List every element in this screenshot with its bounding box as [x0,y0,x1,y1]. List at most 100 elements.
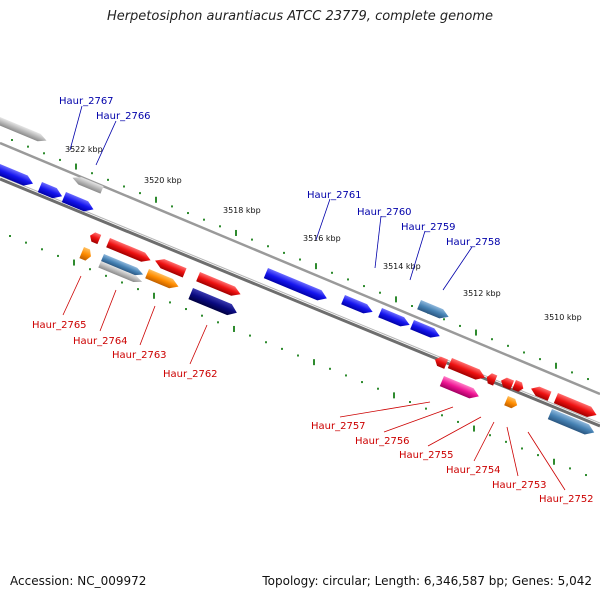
scale-label: 3516 kbp [303,234,341,243]
gene-label[interactable]: Haur_2759 [401,222,456,233]
gene-label[interactable]: Haur_2764 [73,336,128,347]
gene-arrow[interactable] [504,396,519,410]
gene-label[interactable]: Haur_2756 [355,436,410,447]
minor-tick [27,145,29,148]
minor-tick [25,241,27,244]
gene-arrow[interactable] [145,269,180,291]
minor-tick [441,414,443,417]
leader-line [139,305,156,346]
gene-label[interactable]: Haur_2763 [112,350,167,361]
gene-label[interactable]: Haur_2766 [96,111,151,122]
gene-label[interactable]: Haur_2753 [492,480,547,491]
minor-tick [507,344,509,347]
backbone-line [0,177,600,428]
gene-label[interactable]: Haur_2755 [399,450,454,461]
gene-arrow[interactable] [88,231,102,245]
leader-line [427,416,482,447]
gene-arrow[interactable] [106,238,152,265]
gene-label[interactable]: Haur_2761 [307,190,362,201]
minor-tick [585,474,587,477]
gene-arrow[interactable] [512,380,525,393]
minor-tick [267,245,269,248]
gene-label[interactable]: Haur_2752 [539,494,594,505]
leader-line [442,246,473,291]
gene-arrow[interactable] [485,372,498,386]
map-title: Herpetosiphon aurantiacus ATCC 23779, co… [106,9,494,24]
gene-arrow[interactable] [61,192,96,214]
minor-tick [9,235,11,237]
gene-arrow[interactable] [433,355,449,369]
gene-arrow[interactable] [98,261,143,285]
minor-tick [105,274,107,277]
gene-arrow[interactable] [499,376,515,390]
minor-tick [379,291,381,294]
gene-arrow-shape [100,254,144,276]
minor-tick [59,158,61,161]
gene-arrow-shape [378,308,410,327]
leader-line [374,215,382,269]
top-gene-labels: Haur_2767 Haur_2766 Haur_2761 Haur_2760 … [59,96,501,248]
gene-arrow[interactable] [410,320,442,341]
leader-line [99,289,117,332]
minor-tick [187,212,189,215]
scale-label: 3522 kbp [65,145,103,154]
minor-tick [347,278,349,281]
gene-arrow[interactable] [553,393,599,420]
minor-tick [43,152,45,155]
gene-arrow-shape [553,393,597,417]
minor-tick [523,351,525,354]
gene-label[interactable]: Haur_2754 [446,465,501,476]
minor-tick [409,401,411,403]
gene-arrow[interactable] [0,117,48,144]
minor-tick [569,467,571,470]
gene-arrow-shape [531,386,552,401]
gene-arrow[interactable] [196,272,242,299]
minor-tick [299,258,301,261]
major-tick [233,325,235,332]
gene-arrow-shape [410,320,440,338]
gene-arrow[interactable] [341,295,374,317]
gene-arrow[interactable] [378,308,411,330]
minor-tick [139,192,141,195]
leader-line [409,230,426,281]
gene-arrow[interactable] [447,358,487,383]
minor-tick [107,178,109,181]
gene-arrow[interactable] [71,174,104,194]
minor-tick [41,248,43,251]
gene-arrow[interactable] [439,376,481,401]
gene-label[interactable]: Haur_2757 [311,421,366,432]
gene-arrow[interactable] [547,409,597,438]
gene-arrow[interactable] [79,247,93,262]
genome-info-text: Topology: circular; Length: 6,346,587 bp… [262,574,592,588]
minor-tick [171,205,173,208]
gene-arrow[interactable] [100,254,145,278]
leader-line [339,401,431,418]
gene-track [0,117,599,438]
minor-tick [459,324,461,327]
gene-label[interactable]: Haur_2762 [163,369,218,380]
gene-arrow[interactable] [188,288,239,318]
gene-label[interactable]: Haur_2758 [446,237,501,248]
gene-arrow[interactable] [37,182,64,201]
gene-arrow[interactable] [153,256,187,278]
minor-tick [425,407,427,410]
top-leader-lines [69,105,473,291]
minor-tick [123,185,125,188]
minor-tick [443,318,445,321]
minor-tick [331,271,333,274]
gene-label[interactable]: Haur_2765 [32,320,87,331]
minor-tick [185,308,187,311]
gene-label[interactable]: Haur_2767 [59,96,114,107]
minor-tick [537,454,539,457]
gene-arrow-shape [435,356,449,369]
gene-arrow[interactable] [0,164,35,189]
major-tick [395,296,397,303]
gene-arrow[interactable] [529,384,552,401]
minor-tick [491,338,493,341]
minor-tick [489,434,491,437]
major-tick [153,292,155,299]
gene-label[interactable]: Haur_2760 [357,207,412,218]
gene-arrow[interactable] [417,300,450,322]
gene-arrow[interactable] [263,268,329,303]
